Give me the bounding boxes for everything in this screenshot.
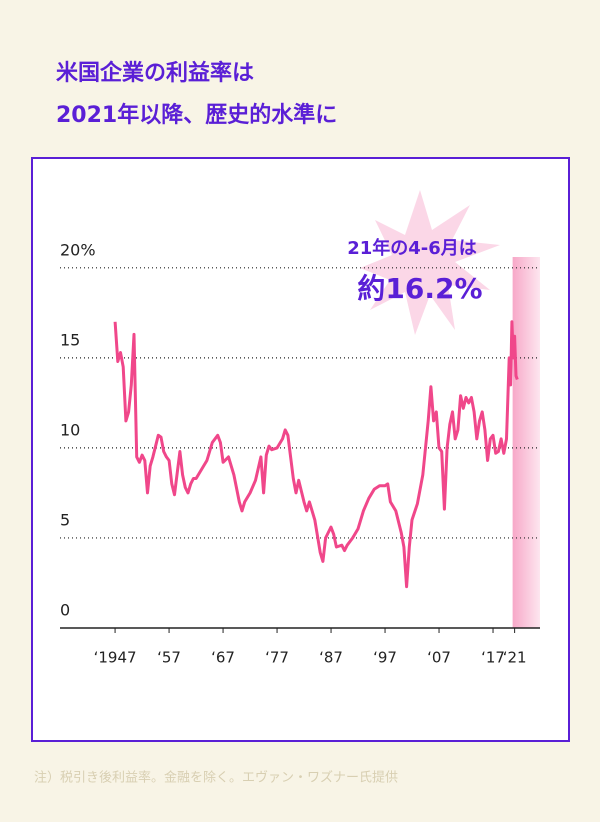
note: 注）税引き後利益率。金融を除く。エヴァン・ワズナー氏提供 — [34, 770, 398, 786]
y-tick-label: 15 — [60, 330, 80, 349]
annotation: 21年の4-6月は — [347, 237, 477, 259]
y-tick-label: 20% — [60, 240, 96, 259]
x-tick-label: ‘17 — [481, 649, 505, 667]
starburst — [360, 190, 500, 335]
data-line — [113, 320, 519, 589]
y-tick-label: 10 — [60, 420, 80, 439]
x-tick-label: ‘07 — [427, 649, 451, 667]
annotation: 約16.2% — [357, 272, 482, 305]
title-line: 2021年以降、歴史的水準に — [56, 102, 337, 128]
y-tick-label: 5 — [60, 510, 70, 529]
chart-frame — [31, 157, 570, 742]
x-tick-label: ‘21 — [503, 649, 527, 667]
x-tick-label: ‘67 — [211, 649, 235, 667]
x-tick-label: ‘87 — [319, 649, 343, 667]
highlight-band — [512, 257, 540, 628]
x-tick-label: ‘97 — [373, 649, 397, 667]
x-tick-label: ‘1947 — [94, 649, 137, 667]
x-tick-label: ‘77 — [265, 649, 289, 667]
title-line: 米国企業の利益率は — [56, 60, 254, 86]
x-tick-label: ‘57 — [157, 649, 181, 667]
y-tick-label: 0 — [60, 601, 70, 620]
